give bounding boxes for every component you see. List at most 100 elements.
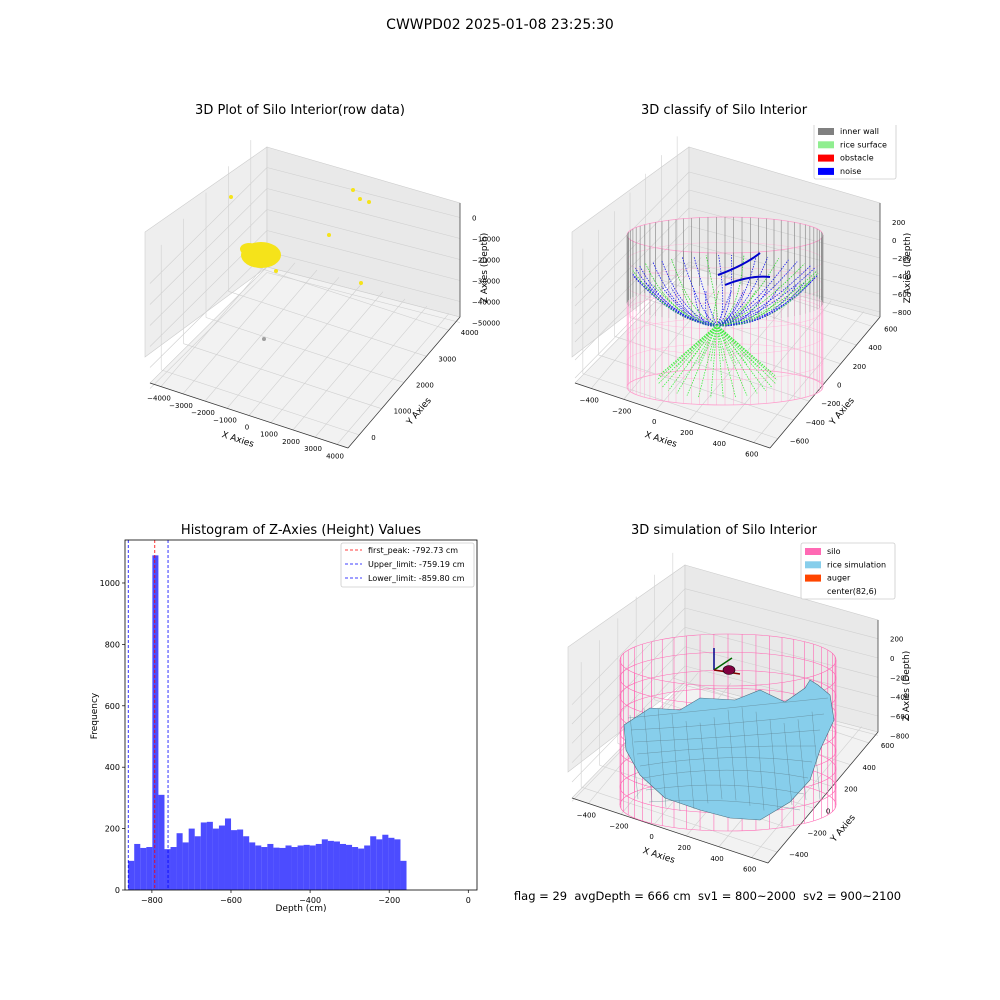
- histogram-bar: [249, 842, 256, 890]
- rice-surface-line: [716, 324, 776, 377]
- histogram-bar: [237, 829, 244, 890]
- histogram-bar: [218, 825, 225, 890]
- panel1-point: [359, 281, 363, 285]
- panel4-legend-swatch: [805, 561, 821, 569]
- noise-line: [652, 261, 718, 326]
- rice-surface-line: [716, 324, 748, 396]
- p4-ytick-label: 600: [881, 742, 894, 750]
- p2-xtick-label: 200: [680, 429, 693, 437]
- panel2-legend-swatch: [818, 141, 834, 149]
- p2-xtick-label: −200: [612, 407, 631, 415]
- figure-title: CWWPD02 2025-01-08 23:25:30: [386, 17, 614, 33]
- rice-surface-line: [716, 289, 757, 327]
- panel1-point-cluster-lobe: [240, 243, 258, 255]
- histogram-bar: [200, 822, 207, 890]
- p1-ytick-label: 4000: [461, 329, 479, 337]
- panel3-xtick-label: −200: [378, 896, 400, 905]
- panel2-legend-swatch: [818, 167, 834, 175]
- rice-surface-line: [661, 324, 718, 388]
- rice-surface-line: [716, 324, 724, 398]
- histogram-bar: [315, 843, 322, 890]
- histogram-bar: [261, 847, 268, 890]
- panel3-legend-label: Lower_limit: -859.80 cm: [368, 574, 465, 583]
- histogram-bar: [339, 843, 347, 890]
- p1-xtick-label: 3000: [304, 445, 322, 453]
- histogram-bar: [243, 836, 250, 890]
- p2-xtick-label: −400: [580, 396, 599, 404]
- panel4-zlabel: Z Axies (Depth): [902, 651, 912, 722]
- panel4-auger: [713, 648, 741, 675]
- histogram-bar: [346, 844, 353, 890]
- p4-xtick-label: 400: [710, 855, 723, 863]
- p1-xtick-label: 2000: [282, 438, 300, 446]
- histogram-bar: [285, 845, 292, 890]
- p4-xtick-label: 200: [678, 844, 691, 852]
- p1-xtick-label: −3000: [169, 402, 193, 410]
- panel3-ytick-label: 200: [105, 825, 120, 834]
- rice-surface-line: [710, 324, 718, 363]
- panel4-plot: −400 −200 0 200 400 600 −400 −200 0 200 400 600 20…: [567, 542, 912, 874]
- rice-surface-line: [668, 324, 718, 370]
- panel2-legend-swatch: [818, 128, 834, 135]
- rice-surface-line: [705, 255, 718, 326]
- rice-mesh-line: [685, 721, 695, 809]
- panel3-xtick-label: −800: [141, 896, 163, 905]
- histogram-bar: [376, 839, 383, 890]
- histogram-bar: [158, 794, 165, 890]
- panel3-ytick-label: 1000: [100, 579, 120, 588]
- histogram-bar: [327, 840, 334, 890]
- panel3-ytick-label: 400: [105, 763, 120, 772]
- panel3-plot: −800 −600 −400 −200 0 0 200 400 600 800 1000 Dept…: [90, 539, 478, 914]
- panel1-point: [229, 195, 233, 199]
- panel2-inner-wall: [626, 216, 824, 406]
- panel1-point: [351, 188, 355, 192]
- auger-marker: [722, 665, 736, 675]
- panel3-axes-frame: [124, 539, 478, 891]
- panel4-legend-swatch: [805, 574, 821, 582]
- histogram-bar: [140, 847, 147, 890]
- noise-line: [724, 275, 771, 286]
- p4-ztick-label: 0: [890, 655, 894, 663]
- panel2-title: 3D classify of Silo Interior: [640, 103, 808, 118]
- p1-ytick-label: 0: [371, 434, 375, 442]
- panel2-xlabel: X Axies: [643, 430, 678, 450]
- panel3-xlabel: Depth (cm): [275, 904, 326, 914]
- p4-ytick-label: −200: [808, 829, 827, 837]
- p1-xtick-label: −2000: [191, 409, 215, 417]
- rice-mesh-line: [811, 711, 821, 800]
- p4-xtick-label: −200: [609, 822, 628, 830]
- p1-ztick-label: −40000: [472, 299, 500, 307]
- noise-line: [639, 265, 718, 326]
- noise-line: [716, 267, 815, 326]
- rice-mesh-line: [741, 707, 751, 806]
- histogram-bar: [255, 845, 262, 890]
- histogram-bar: [188, 828, 195, 890]
- panel4-xlabel: X Axies: [641, 846, 676, 866]
- panel3-xtick-label: −600: [220, 896, 242, 905]
- p2-ztick-label: 200: [892, 219, 905, 227]
- rice-mesh-line: [797, 719, 807, 800]
- panel4-legend-swatch: [805, 548, 821, 555]
- histogram-bar: [146, 847, 153, 890]
- p1-ytick-label: 2000: [416, 382, 434, 390]
- p4-ytick-label: −400: [789, 851, 808, 859]
- histogram-reference-lines: [127, 540, 169, 890]
- histogram-bar: [364, 845, 371, 890]
- panel3-legend-label: first_peak: -792.73 cm: [368, 546, 458, 555]
- p2-ytick-label: 0: [837, 382, 841, 390]
- panel2-scan-lines: [631, 252, 819, 398]
- rice-surface-line: [686, 324, 718, 396]
- panel1-point: [358, 197, 362, 201]
- rice-mesh-line: [699, 722, 709, 804]
- p2-ztick-label: −400: [892, 273, 911, 281]
- rice-surface-line: [670, 258, 718, 326]
- p2-ztick-label: 0: [892, 237, 896, 245]
- p4-ytick-label: 400: [863, 764, 876, 772]
- rice-surface-line: [698, 324, 718, 364]
- p1-ztick-label: −10000: [472, 236, 500, 244]
- p2-xtick-label: 600: [745, 451, 758, 459]
- panel2-gridlines: [574, 136, 881, 443]
- p2-ztick-label: −800: [892, 309, 911, 317]
- panel4-legend-label: center(82,6): [827, 587, 877, 596]
- noise-line: [716, 254, 733, 326]
